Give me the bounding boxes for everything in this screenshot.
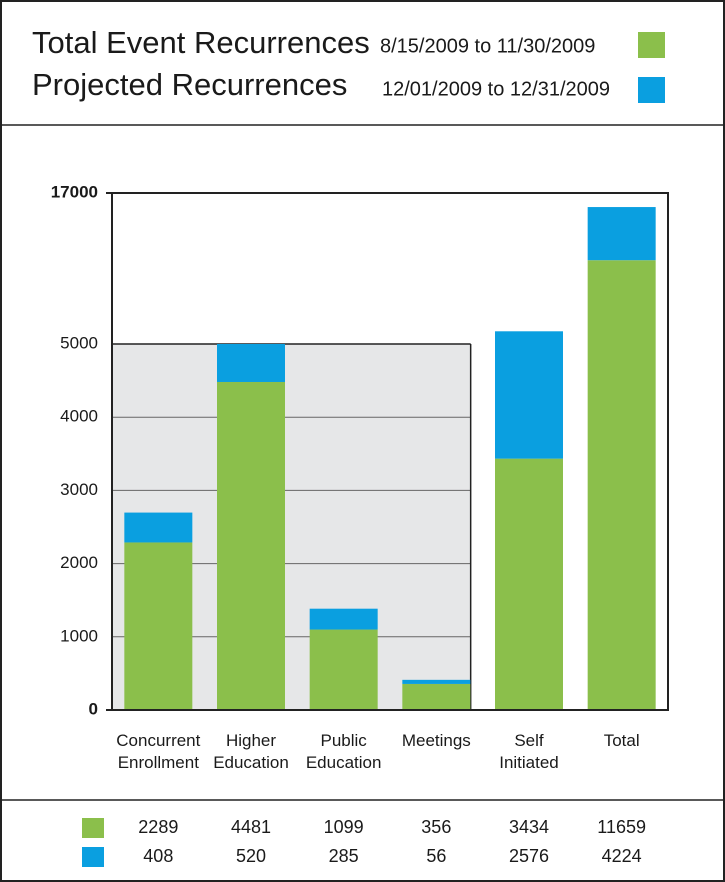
table-value: 520	[236, 846, 266, 866]
table-value: 4224	[602, 846, 642, 866]
bar-segment	[402, 679, 471, 684]
table-value: 3434	[509, 817, 549, 837]
x-tick-label: Self Initiated	[499, 731, 559, 772]
x-tick-label-line: Enrollment	[118, 753, 200, 772]
table-value: 56	[426, 846, 446, 866]
x-tick-label-line: Higher	[226, 731, 276, 750]
table-swatch	[82, 818, 104, 838]
y-tick-label: 1000	[60, 626, 98, 645]
legend-period: 12/01/2009 to 12/31/2009	[382, 78, 610, 100]
bar-segment	[309, 608, 378, 630]
y-tick-label: 0	[89, 699, 98, 718]
x-tick-label: Concurrent Enrollment	[116, 731, 200, 772]
bar-segment	[217, 343, 285, 382]
legend-swatch	[638, 32, 665, 58]
x-tick-label-line: Education	[213, 753, 289, 772]
x-tick-label: Public Education	[306, 731, 382, 772]
table-value: 356	[421, 817, 451, 837]
x-tick-label-line: Concurrent	[116, 731, 200, 750]
legend-name: Projected Recurrences	[32, 67, 347, 102]
y-tick-label: 2000	[60, 553, 98, 572]
table-value: 2576	[509, 846, 549, 866]
bar-segment	[124, 512, 193, 543]
x-tick-label-line: Self	[514, 731, 544, 750]
bar-segment	[309, 629, 378, 710]
legend-swatch	[638, 77, 665, 103]
table-value: 408	[143, 846, 173, 866]
table-value: 2289	[138, 817, 178, 837]
legend-period: 8/15/2009 to 11/30/2009	[380, 35, 595, 57]
bar-segment	[217, 381, 285, 710]
plot-frame	[111, 192, 669, 711]
x-tick-label: Meetings	[402, 731, 471, 750]
y-tick-label: 3000	[60, 480, 98, 499]
x-tick-label-line: Total	[604, 731, 640, 750]
bar-segment	[587, 260, 656, 710]
bar-segment	[124, 542, 193, 710]
table-value: 1099	[324, 817, 364, 837]
x-tick-label-line: Public	[321, 731, 368, 750]
x-tick-label: Higher Education	[213, 731, 289, 772]
bar-segment	[402, 683, 471, 710]
table-value: 11659	[597, 817, 646, 837]
bar-segment	[495, 458, 563, 710]
x-tick-label-line: Meetings	[402, 731, 471, 750]
x-tick-label: Total	[604, 731, 640, 750]
y-tick-label: 4000	[60, 407, 98, 426]
bar-segment	[587, 207, 656, 261]
legend-name: Total Event Recurrences	[32, 25, 370, 60]
x-tick-label-line: Education	[306, 753, 382, 772]
bar-segment	[495, 331, 563, 459]
y-tick-label: 5000	[60, 333, 98, 352]
table-value: 4481	[231, 817, 271, 837]
y-tick-label: 17000	[51, 182, 98, 201]
table-value: 285	[329, 846, 359, 866]
x-tick-label-line: Initiated	[499, 753, 559, 772]
table-swatch	[82, 847, 104, 867]
